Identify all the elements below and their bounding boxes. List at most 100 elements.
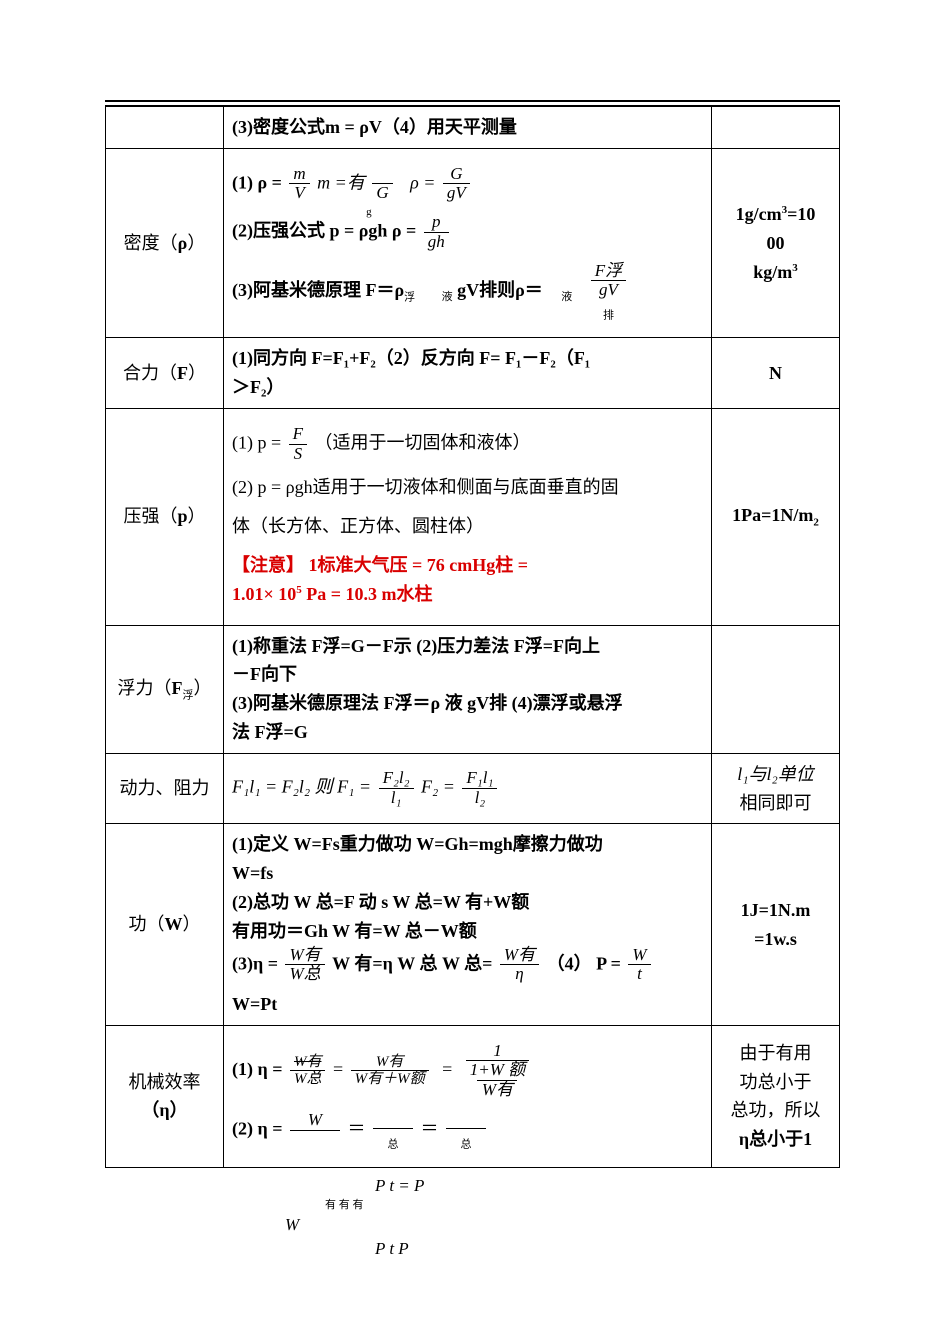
fraction: W xyxy=(290,1111,340,1149)
text: W xyxy=(285,1213,840,1237)
text: gV排则ρ＝ xyxy=(457,280,543,300)
text: 浮 xyxy=(404,291,415,303)
text: (1)称重法 F浮=G－F示 (2)压力差法 F浮=F向上 xyxy=(232,636,600,656)
text: (2)总功 W 总=F 动 s W 总=W 有+W额 xyxy=(232,892,529,912)
text: ＝ xyxy=(420,1118,438,1138)
cell-note: 1Pa=1N/m2 xyxy=(712,409,840,626)
line: (2)压强公式 p = ρgh ρ = p gh xyxy=(232,213,703,251)
text: 浮力（ xyxy=(118,678,172,698)
text: ρ xyxy=(178,233,188,253)
den: 1+W 额 W有 xyxy=(466,1060,529,1099)
physics-table: (3)密度公式m = ρV（4）用天平测量 密度（ρ） (1) ρ = m V … xyxy=(105,106,840,1168)
fraction: F S xyxy=(289,425,307,463)
text: 2 xyxy=(813,517,819,529)
fraction: G xyxy=(372,165,392,203)
fraction: F₁l₁ l₂ xyxy=(462,769,497,807)
text: ρ = xyxy=(410,172,435,192)
den: W有 xyxy=(477,1080,517,1100)
cell-content: F₁l₁ = F₂l₂ 则 F₁ = F₂l₂ l₁ F₂ = F₁l₁ l₂ xyxy=(224,753,712,824)
text: F₂ = xyxy=(421,777,455,797)
den: V xyxy=(289,183,309,203)
text: (3)阿基米德原理法 F浮＝ρ 液 gV排 (4)漂浮或悬浮 xyxy=(232,693,623,713)
fraction: 总 xyxy=(373,1110,413,1151)
den: 总 xyxy=(446,1128,486,1150)
cell-empty xyxy=(712,107,840,149)
text: F xyxy=(177,363,188,383)
text: ） xyxy=(188,363,206,383)
text: =1w.s xyxy=(754,929,797,949)
line: 【注意】 1标准大气压 = 76 cmHg柱 = 1.01× 105 Pa = … xyxy=(232,551,703,609)
text: 压强（ xyxy=(123,506,177,526)
line: 体（长方体、正方体、圆柱体） xyxy=(232,512,703,541)
num: W xyxy=(628,946,650,965)
text: 液 xyxy=(561,291,572,303)
cell-note: 由于有用 功总小于 总功，所以 η总小于1 xyxy=(712,1025,840,1167)
text: η总小于1 xyxy=(739,1129,812,1149)
cell-note: N xyxy=(712,338,840,409)
text: =10 xyxy=(787,204,815,224)
text: 3 xyxy=(792,262,798,274)
text: （适用于一切固体和液体） xyxy=(315,432,531,452)
text: －F向下 xyxy=(232,664,297,684)
text: 排 xyxy=(603,309,614,321)
text: 功（ xyxy=(129,914,165,934)
num: p xyxy=(424,213,449,232)
den: gV 排 xyxy=(591,280,626,321)
text: ） xyxy=(194,678,212,698)
text: (3)阿基米德原理 F＝ρ xyxy=(232,280,404,300)
num: W有 xyxy=(290,1054,326,1071)
table-row: 压强（p） (1) p = F S （适用于一切固体和液体） (2) p = ρ… xyxy=(106,409,840,626)
den: W总 xyxy=(290,1070,326,1088)
den: G xyxy=(372,183,392,203)
text: F₁l₁ = F₂l₂ 则 F₁ = xyxy=(232,777,371,797)
cell-label: 密度（ρ） xyxy=(106,148,224,338)
text: kg/m xyxy=(753,262,792,282)
fraction: m V xyxy=(289,165,309,203)
cell-note: l₁与l₂单位 相同即可 xyxy=(712,753,840,824)
cell-content: (1) η = W有 W总 = W有 W有＋W额 = 1 1+W 额 xyxy=(224,1025,712,1167)
num: F₂l₂ xyxy=(379,769,414,788)
text: （4） P = xyxy=(547,953,621,973)
text: 体（长方体、正方体、圆柱体） xyxy=(232,516,484,536)
cell-content: (1)称重法 F浮=G－F示 (2)压力差法 F浮=F向上 －F向下 (3)阿基… xyxy=(224,625,712,753)
text: ＞F₂） xyxy=(232,377,284,397)
num xyxy=(373,1110,413,1129)
cell-content: (1) p = F S （适用于一切固体和液体） (2) p = ρgh适用于一… xyxy=(224,409,712,626)
cell-label: 功（W） xyxy=(106,824,224,1025)
fraction: W有 W总 xyxy=(290,1054,326,1088)
line: (1) η = W有 W总 = W有 W有＋W额 = 1 1+W 额 xyxy=(232,1042,703,1100)
text: 有 有 有 xyxy=(285,1198,840,1213)
den xyxy=(290,1130,340,1150)
text: 1J=1N.m xyxy=(741,900,811,920)
cell-label: 浮力（F浮） xyxy=(106,625,224,753)
text: gV xyxy=(599,280,618,299)
text: ） xyxy=(187,233,205,253)
text: W=fs xyxy=(232,863,273,883)
den: η xyxy=(500,964,539,984)
text: 1.01× 10 xyxy=(232,584,296,604)
text: (2) η = xyxy=(232,1118,282,1138)
text: ） xyxy=(183,914,201,934)
num: F浮 xyxy=(591,262,626,281)
text: 1Pa=1N/m xyxy=(732,505,813,525)
text: 【注意】 1标准大气压 = 76 cmHg柱 = xyxy=(232,555,528,575)
num xyxy=(446,1110,486,1129)
den: S xyxy=(289,444,307,464)
text: F xyxy=(172,678,183,698)
line: (3)阿基米德原理 F＝ρ浮 液 gV排则ρ＝ 液 F浮 gV 排 xyxy=(232,262,703,322)
den: t xyxy=(628,964,650,984)
text: W 有=η W 总 W 总= xyxy=(332,953,492,973)
cell-note: 1g/cm3=10 00 kg/m3 xyxy=(712,148,840,338)
den: l₂ xyxy=(462,788,497,808)
text: (1) η = xyxy=(232,1059,282,1079)
num: G xyxy=(443,165,470,184)
den: l₁ xyxy=(379,788,414,808)
num: W有 xyxy=(351,1054,429,1071)
table-row: 动力、阻力 F₁l₁ = F₂l₂ 则 F₁ = F₂l₂ l₁ F₂ = F₁… xyxy=(106,753,840,824)
num: F xyxy=(289,425,307,444)
den: gV xyxy=(443,183,470,203)
text: 机械效率 xyxy=(129,1072,201,1092)
cell-content: (1)同方向 F=F₁+F₂（2）反方向 F= F₁－F₂（F₁ ＞F₂） xyxy=(224,338,712,409)
text: = xyxy=(442,1059,452,1079)
text: (1) ρ = xyxy=(232,172,282,192)
